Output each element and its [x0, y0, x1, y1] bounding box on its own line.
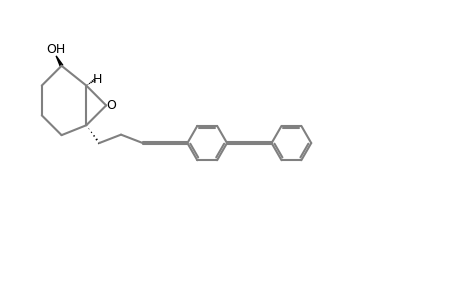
Text: OH: OH	[46, 43, 66, 56]
Text: O: O	[106, 99, 116, 112]
Text: H: H	[93, 73, 102, 86]
Polygon shape	[56, 56, 62, 67]
